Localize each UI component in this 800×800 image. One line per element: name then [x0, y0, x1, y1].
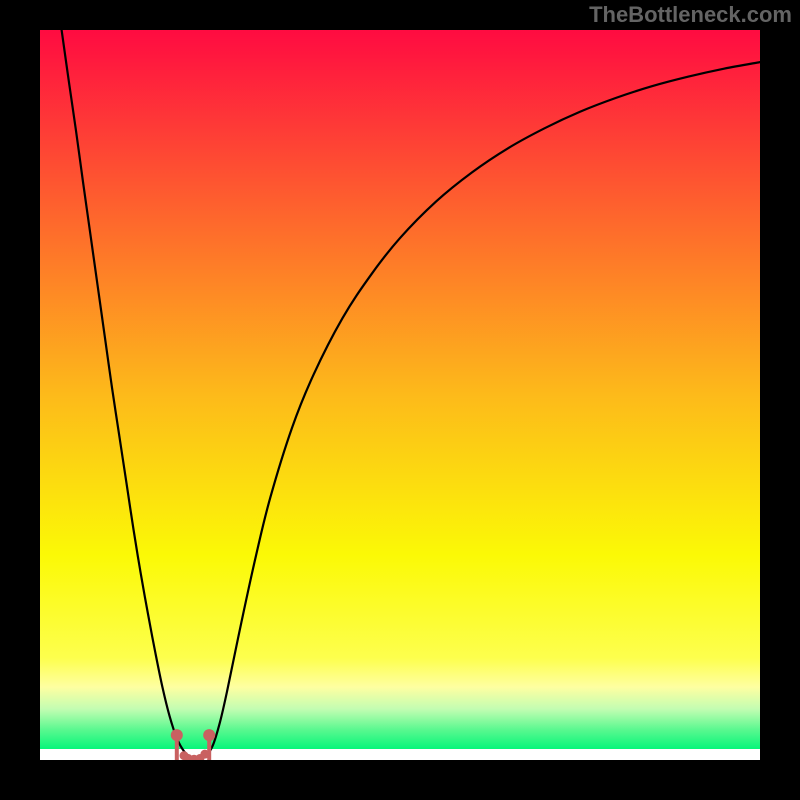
chart-svg — [40, 30, 760, 760]
gradient-background — [40, 30, 760, 760]
plot-area — [40, 30, 760, 760]
watermark-text: TheBottleneck.com — [589, 2, 792, 28]
marker-dot — [200, 750, 209, 759]
chart-container: TheBottleneck.com — [0, 0, 800, 800]
marker-dot — [171, 729, 183, 741]
marker-dot — [203, 729, 215, 741]
